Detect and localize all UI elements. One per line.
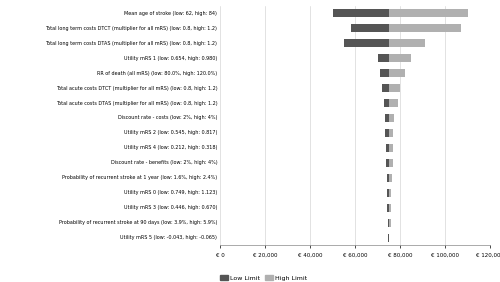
Bar [389, 159, 393, 167]
Bar [389, 39, 425, 47]
Bar [332, 9, 389, 17]
Bar [386, 114, 389, 122]
Bar [386, 129, 389, 137]
Legend: Low Limit, High Limit: Low Limit, High Limit [218, 272, 310, 282]
Bar [389, 189, 392, 197]
Bar [389, 234, 390, 242]
Bar [389, 114, 394, 122]
Bar [387, 189, 389, 197]
Bar [389, 204, 391, 212]
Bar [386, 174, 389, 182]
Bar [389, 174, 392, 182]
Bar [384, 99, 389, 107]
Bar [344, 39, 389, 47]
Bar [389, 219, 390, 227]
Bar [382, 84, 389, 92]
Bar [386, 159, 389, 167]
Bar [389, 24, 461, 32]
Bar [389, 144, 393, 152]
Bar [389, 9, 468, 17]
Bar [388, 219, 389, 227]
Bar [380, 69, 389, 77]
Bar [386, 144, 389, 152]
Bar [378, 54, 389, 62]
Bar [389, 54, 411, 62]
Bar [389, 129, 393, 137]
Bar [389, 99, 398, 107]
Bar [389, 84, 400, 92]
Bar [387, 204, 389, 212]
Bar [388, 234, 389, 242]
Bar [350, 24, 389, 32]
Bar [389, 69, 404, 77]
